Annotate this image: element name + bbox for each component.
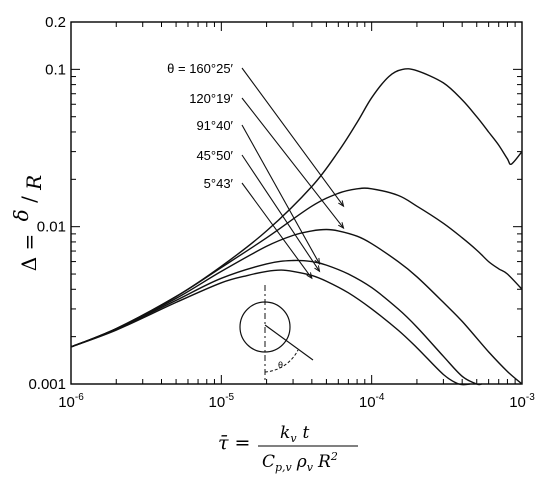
annotation-label: 91°40′ — [196, 118, 233, 133]
annotation-arrowhead — [314, 257, 321, 266]
inset-radius-line — [264, 324, 314, 361]
series-line-4 — [70, 259, 482, 386]
annotation-arrowhead — [338, 200, 345, 208]
y-axis-title-den: R — [22, 175, 46, 191]
annotation-arrowhead — [306, 272, 313, 280]
axis-ticks — [70, 21, 522, 385]
y-axis-title-lhs: Δ = — [17, 234, 41, 272]
series-line-1 — [70, 68, 523, 348]
axis-tick-labels: 10-6 10-5 10-4 10-3 0.001 0.01 0.1 0.2 — [28, 14, 535, 411]
annotation-label: θ = 160°25′ — [167, 61, 233, 76]
annotation-leader — [241, 97, 344, 229]
x-tick-label: 10-6 — [58, 392, 84, 411]
annotation-leader — [241, 154, 320, 272]
x-axis-title-numerator: kv t — [280, 423, 310, 445]
x-axis-title-lhs: τ̄ = — [218, 432, 250, 454]
y-tick-label: 0.1 — [45, 61, 66, 78]
y-axis-title-num: δ — [9, 209, 33, 221]
annotation-label: 120°19′ — [189, 91, 233, 106]
inset-angle-label: θ — [278, 360, 283, 370]
series-curves — [70, 68, 523, 386]
annotation-label: 45°50′ — [196, 148, 233, 163]
annotation-label: 5°43′ — [204, 176, 234, 191]
inset-sphere-diagram: θ — [239, 285, 314, 382]
x-axis-title: τ̄ = kv t Cp,v ρv R2 — [218, 423, 358, 474]
x-tick-label: 10-4 — [359, 392, 385, 411]
y-tick-label: 0.001 — [28, 376, 66, 393]
x-axis-title-denominator: Cp,v ρv R2 — [262, 450, 338, 474]
annotation-leader — [241, 124, 321, 265]
annotation-arrowhead — [338, 222, 345, 230]
x-tick-label: 10-5 — [209, 392, 235, 411]
curve-annotations: θ = 160°25′ 120°19′ 91°40′ 45°50′ 5°43′ — [167, 61, 345, 280]
y-axis-title: Δ = δ / R — [9, 175, 46, 272]
y-tick-label: 0.01 — [37, 219, 66, 236]
annotation-leader — [241, 67, 344, 207]
series-line-3 — [70, 228, 523, 385]
y-axis-title-slash: / — [17, 196, 41, 203]
inset-angle-arc — [264, 349, 299, 373]
series-line-2 — [70, 187, 523, 348]
y-tick-label: 0.2 — [45, 14, 66, 31]
svg-text:Δ = δ / R: Δ = δ / R — [9, 175, 46, 272]
plot-frame — [70, 21, 523, 385]
annotation-leader — [241, 182, 313, 279]
series-line-5 — [70, 269, 470, 386]
x-tick-label: 10-3 — [509, 392, 535, 411]
annotation-arrowhead — [314, 265, 321, 273]
